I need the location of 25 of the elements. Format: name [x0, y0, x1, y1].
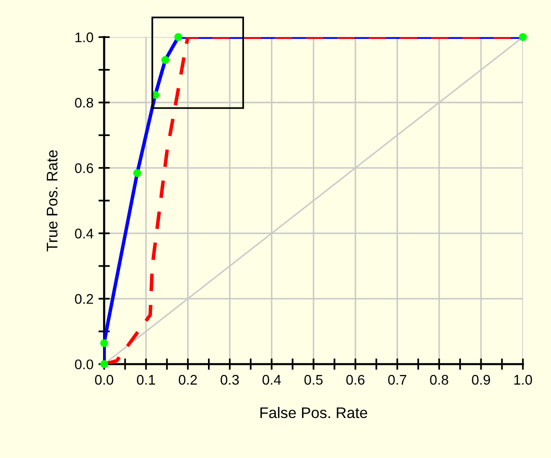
- x-tick-label: 0.8: [430, 374, 448, 385]
- x-tick-label: 0.7: [388, 374, 406, 385]
- x-axis-title: False Pos. Rate: [260, 406, 368, 418]
- x-tick-label: 0.9: [472, 374, 490, 385]
- point: [161, 56, 170, 64]
- point: [518, 33, 527, 42]
- x-tick-label: 0.4: [262, 374, 281, 385]
- x-tick-label: 0.2: [178, 374, 197, 385]
- x-tick-label: 1.0: [514, 374, 532, 385]
- point: [100, 360, 108, 368]
- x-tick-label: 0.0: [95, 374, 114, 385]
- x-tick-label: 0.1: [136, 374, 155, 385]
- y-tick-label: 1.0: [75, 32, 94, 42]
- point: [174, 33, 182, 42]
- x-tick-label: 0.5: [304, 374, 323, 385]
- x-tick-label: 0.3: [220, 374, 239, 385]
- y-axis-title: True Pos. Rate: [46, 150, 58, 252]
- y-tick-label: 0.8: [74, 98, 94, 108]
- point: [100, 339, 108, 348]
- x-tick-label: 0.6: [346, 374, 364, 385]
- point: [133, 169, 142, 178]
- y-tick-label: 0.4: [74, 228, 94, 238]
- y-tick-label: 0.2: [74, 294, 94, 304]
- y-tick-label: 0.0: [74, 359, 94, 370]
- y-tick-label: 0.6: [74, 163, 94, 174]
